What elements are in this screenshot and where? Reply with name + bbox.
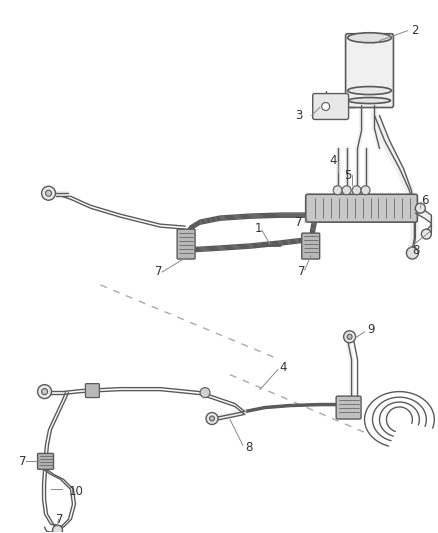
Text: 7: 7 [155,265,162,278]
Circle shape [406,247,418,259]
Text: 2: 2 [411,24,419,37]
FancyBboxPatch shape [38,454,53,470]
Ellipse shape [348,33,392,43]
Circle shape [352,186,361,195]
Text: 1: 1 [255,222,262,235]
Circle shape [206,413,218,424]
Text: 10: 10 [68,485,83,498]
Text: 3: 3 [295,109,302,122]
Circle shape [421,229,431,239]
Circle shape [347,334,352,340]
Text: 4: 4 [280,361,287,374]
FancyBboxPatch shape [302,233,320,259]
Circle shape [342,186,351,195]
Text: 7: 7 [19,455,26,468]
Text: 8: 8 [245,441,252,454]
Ellipse shape [348,86,392,94]
Circle shape [343,331,356,343]
Circle shape [46,190,52,196]
FancyBboxPatch shape [313,94,349,119]
Circle shape [53,525,63,533]
Ellipse shape [349,98,390,103]
Text: 9: 9 [367,324,375,336]
Circle shape [321,102,330,110]
Text: 7: 7 [56,513,63,526]
Circle shape [361,186,370,195]
Text: 7: 7 [295,216,302,229]
Circle shape [42,186,56,200]
FancyBboxPatch shape [306,194,417,222]
Circle shape [333,186,342,195]
Text: 6: 6 [421,193,429,207]
FancyBboxPatch shape [177,229,195,259]
FancyBboxPatch shape [336,396,361,419]
FancyBboxPatch shape [85,384,99,398]
Circle shape [42,389,48,394]
Circle shape [209,416,215,421]
Text: 4: 4 [330,154,337,167]
Text: 8: 8 [413,244,420,256]
Text: 7: 7 [298,265,305,278]
Circle shape [200,387,210,398]
Text: 5: 5 [345,169,352,182]
Circle shape [415,203,425,213]
Circle shape [38,385,52,399]
FancyBboxPatch shape [346,34,393,108]
